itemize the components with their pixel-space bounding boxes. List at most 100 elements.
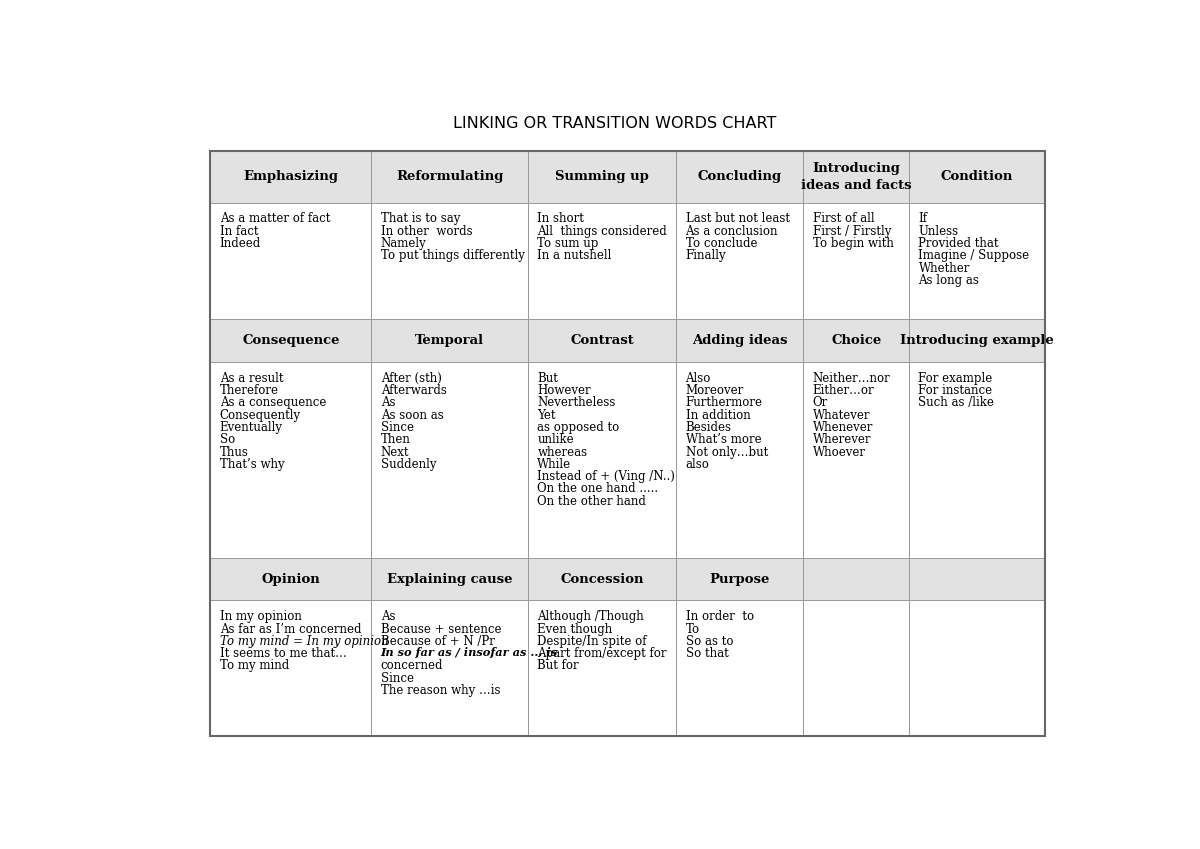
Bar bbox=[803, 600, 910, 736]
Text: whereas: whereas bbox=[538, 446, 588, 458]
Text: To sum up: To sum up bbox=[538, 237, 599, 250]
Text: As a consequence: As a consequence bbox=[220, 396, 326, 409]
Bar bbox=[528, 151, 677, 203]
Text: Contrast: Contrast bbox=[570, 335, 634, 347]
Text: For example: For example bbox=[918, 372, 992, 385]
Text: As long as: As long as bbox=[918, 273, 979, 287]
Text: As: As bbox=[380, 396, 395, 409]
Bar bbox=[677, 151, 803, 203]
Text: Since: Since bbox=[380, 421, 414, 434]
Bar bbox=[677, 600, 803, 736]
Text: Next: Next bbox=[380, 446, 409, 458]
Text: To conclude: To conclude bbox=[685, 237, 757, 250]
Text: First of all: First of all bbox=[812, 212, 875, 226]
Text: Last but not least: Last but not least bbox=[685, 212, 790, 226]
Text: Or: Or bbox=[812, 396, 828, 409]
Text: In order  to: In order to bbox=[685, 610, 754, 623]
Text: LINKING OR TRANSITION WORDS CHART: LINKING OR TRANSITION WORDS CHART bbox=[454, 116, 776, 131]
Text: Adding ideas: Adding ideas bbox=[692, 335, 787, 347]
Text: In short: In short bbox=[538, 212, 584, 226]
Text: In my opinion: In my opinion bbox=[220, 610, 301, 623]
Text: Nevertheless: Nevertheless bbox=[538, 396, 616, 409]
Bar bbox=[210, 151, 371, 203]
Text: Namely: Namely bbox=[380, 237, 426, 250]
Text: If: If bbox=[918, 212, 928, 226]
Text: First / Firstly: First / Firstly bbox=[812, 225, 890, 238]
Bar bbox=[371, 558, 528, 600]
Text: Neither…nor: Neither…nor bbox=[812, 372, 890, 385]
Text: Whoever: Whoever bbox=[812, 446, 865, 458]
Text: concerned: concerned bbox=[380, 660, 443, 672]
Bar bbox=[371, 151, 528, 203]
Text: In other  words: In other words bbox=[380, 225, 473, 238]
Text: Besides: Besides bbox=[685, 421, 732, 434]
Text: To: To bbox=[685, 622, 700, 636]
Text: Eventually: Eventually bbox=[220, 421, 283, 434]
Text: Thus: Thus bbox=[220, 446, 248, 458]
Text: Yet: Yet bbox=[538, 408, 556, 422]
Bar bbox=[910, 363, 1045, 558]
Bar bbox=[210, 558, 371, 600]
Bar bbox=[910, 319, 1045, 363]
Text: Suddenly: Suddenly bbox=[380, 458, 436, 471]
Text: Imagine / Suppose: Imagine / Suppose bbox=[918, 250, 1030, 262]
Text: unlike: unlike bbox=[538, 433, 574, 447]
Text: So that: So that bbox=[685, 647, 728, 660]
Text: As a result: As a result bbox=[220, 372, 283, 385]
Text: Reformulating: Reformulating bbox=[396, 171, 503, 183]
Text: as opposed to: as opposed to bbox=[538, 421, 619, 434]
Text: Explaining cause: Explaining cause bbox=[386, 572, 512, 586]
Text: Whatever: Whatever bbox=[812, 408, 870, 422]
Text: Wherever: Wherever bbox=[812, 433, 871, 447]
Text: Afterwards: Afterwards bbox=[380, 385, 446, 397]
Text: Condition: Condition bbox=[941, 171, 1013, 183]
Bar bbox=[803, 319, 910, 363]
Text: Opinion: Opinion bbox=[262, 572, 320, 586]
Text: Concluding: Concluding bbox=[697, 171, 782, 183]
Bar bbox=[677, 203, 803, 319]
Text: The reason why …is: The reason why …is bbox=[380, 684, 500, 697]
Bar bbox=[803, 558, 910, 600]
Text: In so far as / insofar as ... is: In so far as / insofar as ... is bbox=[380, 647, 558, 658]
Text: Consequence: Consequence bbox=[242, 335, 340, 347]
Text: To put things differently: To put things differently bbox=[380, 250, 524, 262]
Text: It seems to me that…: It seems to me that… bbox=[220, 647, 347, 660]
Text: Instead of + (Ving /N..): Instead of + (Ving /N..) bbox=[538, 470, 676, 483]
Text: On the one hand .....: On the one hand ..... bbox=[538, 482, 659, 495]
Text: All  things considered: All things considered bbox=[538, 225, 667, 238]
Text: Moreover: Moreover bbox=[685, 385, 744, 397]
Text: In a nutshell: In a nutshell bbox=[538, 250, 612, 262]
Text: Introducing example: Introducing example bbox=[900, 335, 1054, 347]
Text: To my mind: To my mind bbox=[220, 660, 289, 672]
Text: Emphasizing: Emphasizing bbox=[244, 171, 338, 183]
Text: As soon as: As soon as bbox=[380, 408, 444, 422]
Bar bbox=[210, 151, 1045, 736]
Text: Because of + N /Pr: Because of + N /Pr bbox=[380, 635, 494, 648]
Text: What’s more: What’s more bbox=[685, 433, 761, 447]
Text: Either…or: Either…or bbox=[812, 385, 875, 397]
Text: For instance: For instance bbox=[918, 385, 992, 397]
Text: Such as /like: Such as /like bbox=[918, 396, 995, 409]
Text: Introducing
ideas and facts: Introducing ideas and facts bbox=[800, 162, 912, 192]
Text: Therefore: Therefore bbox=[220, 385, 278, 397]
Text: After (sth): After (sth) bbox=[380, 372, 442, 385]
Bar bbox=[371, 319, 528, 363]
Bar bbox=[528, 203, 677, 319]
Text: Also: Also bbox=[685, 372, 710, 385]
Text: While: While bbox=[538, 458, 571, 471]
Text: Even though: Even though bbox=[538, 622, 612, 636]
Text: Provided that: Provided that bbox=[918, 237, 998, 250]
Bar bbox=[210, 600, 371, 736]
Text: Despite/In spite of: Despite/In spite of bbox=[538, 635, 647, 648]
Text: To begin with: To begin with bbox=[812, 237, 894, 250]
Text: Because + sentence: Because + sentence bbox=[380, 622, 502, 636]
Text: As far as I’m concerned: As far as I’m concerned bbox=[220, 622, 361, 636]
Text: To my mind = In my opinion: To my mind = In my opinion bbox=[220, 635, 389, 648]
Bar bbox=[910, 558, 1045, 600]
Text: Choice: Choice bbox=[832, 335, 881, 347]
Text: Whether: Whether bbox=[918, 261, 970, 274]
Text: On the other hand: On the other hand bbox=[538, 495, 647, 508]
Bar bbox=[910, 151, 1045, 203]
Text: In addition: In addition bbox=[685, 408, 750, 422]
Bar bbox=[803, 203, 910, 319]
